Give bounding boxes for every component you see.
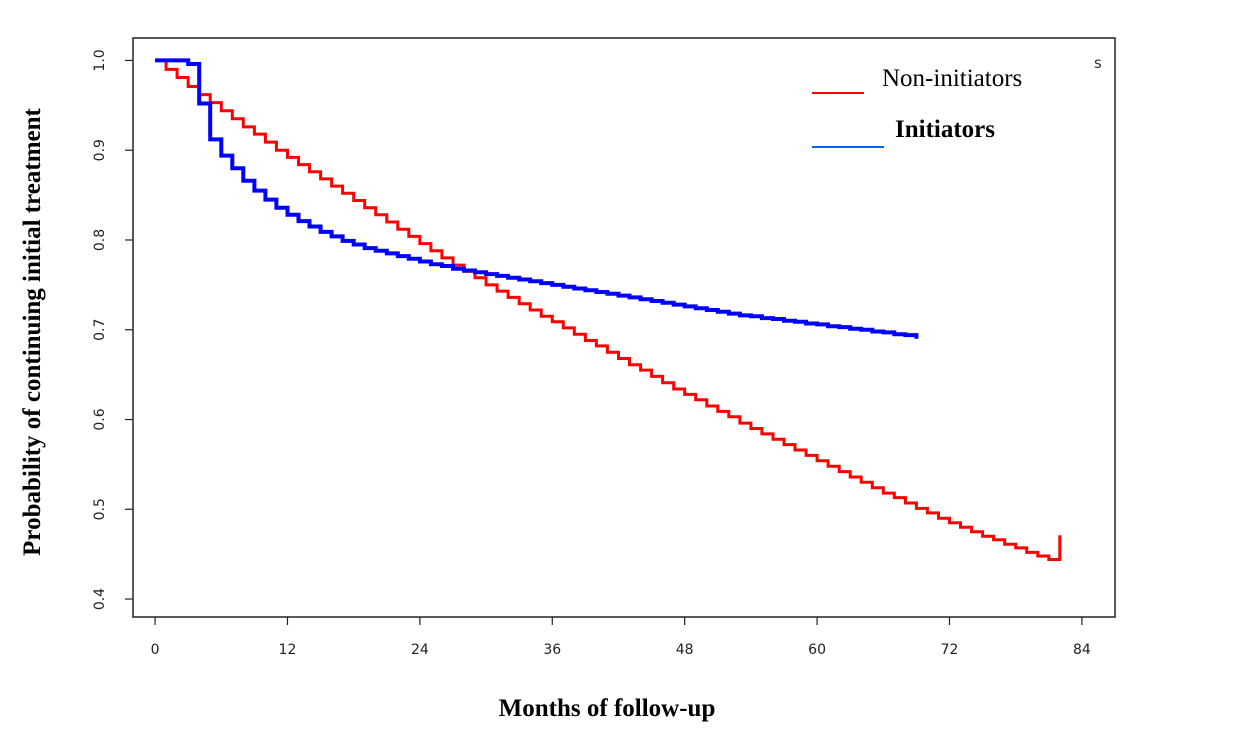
x-tick-label: 84 — [1073, 642, 1091, 658]
legend-label-non-initiators: Non-initiators — [882, 65, 1022, 92]
series-line-initiators — [155, 58, 919, 339]
y-axis: 0.4 0.5 0.6 0.7 0.8 0.9 1.0 — [92, 49, 133, 610]
y-tick-label: 0.8 — [92, 229, 108, 251]
x-tick-label: 60 — [808, 642, 826, 658]
y-tick-label: 0.6 — [92, 408, 108, 430]
x-axis-title: Months of follow-up — [499, 695, 716, 722]
y-axis-title: Probability of continuing initial treatm… — [19, 107, 46, 555]
x-tick-label: 12 — [279, 642, 297, 658]
y-tick-label: 0.4 — [92, 588, 108, 610]
series-layer — [155, 58, 1062, 561]
legend: Non-initiators Initiators s — [812, 54, 1102, 148]
series-line-non-initiators — [155, 58, 1062, 561]
legend-fragment: s — [1094, 54, 1102, 72]
plot-frame — [132, 37, 1116, 618]
x-tick-label: 0 — [151, 642, 160, 658]
x-axis: 0 12 24 36 48 60 72 84 — [151, 617, 1091, 658]
y-tick-label: 0.7 — [92, 319, 108, 341]
x-tick-label: 72 — [941, 642, 959, 658]
legend-label-initiators: Initiators — [895, 116, 995, 143]
y-tick-label: 0.9 — [92, 139, 108, 161]
x-tick-label: 36 — [543, 642, 561, 658]
y-tick-label: 1.0 — [92, 49, 108, 71]
x-tick-label: 48 — [676, 642, 694, 658]
y-tick-label: 0.5 — [92, 498, 108, 520]
x-tick-label: 24 — [411, 642, 429, 658]
